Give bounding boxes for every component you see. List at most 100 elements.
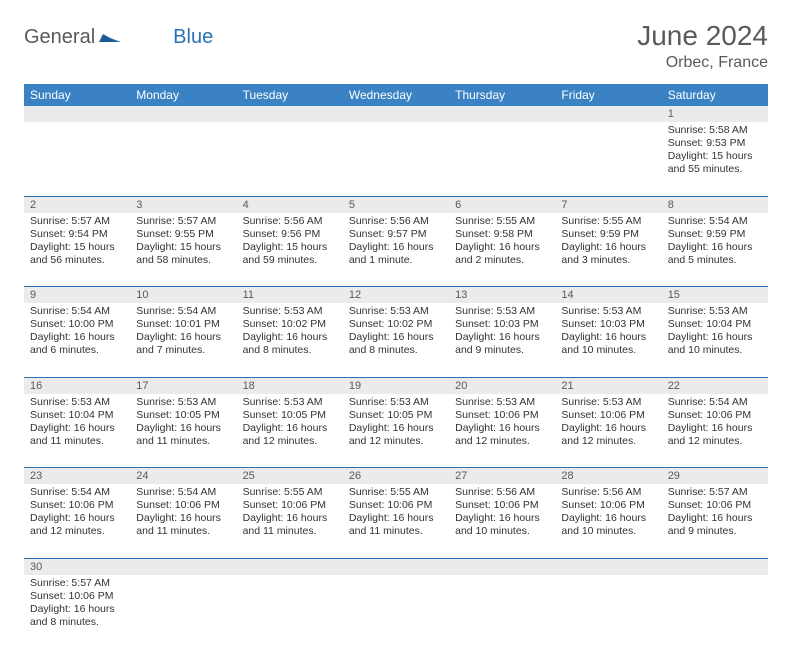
day-cell-body: Sunrise: 5:53 AMSunset: 10:05 PMDaylight…	[237, 394, 343, 453]
day-number: 18	[237, 377, 343, 394]
day-number	[343, 558, 449, 575]
day-number	[449, 558, 555, 575]
day-cell: Sunrise: 5:53 AMSunset: 10:03 PMDaylight…	[555, 303, 661, 377]
sunrise-text: Sunrise: 5:54 AM	[668, 215, 762, 228]
month-title: June 2024	[637, 20, 768, 52]
day-cell-body: Sunrise: 5:55 AMSunset: 10:06 PMDaylight…	[343, 484, 449, 543]
sunset-text: Sunset: 10:05 PM	[243, 409, 337, 422]
day-cell-body: Sunrise: 5:54 AMSunset: 10:01 PMDaylight…	[130, 303, 236, 362]
brand-part2: Blue	[173, 26, 213, 49]
day-cell: Sunrise: 5:54 AMSunset: 10:01 PMDaylight…	[130, 303, 236, 377]
day-cell: Sunrise: 5:53 AMSunset: 10:05 PMDaylight…	[237, 394, 343, 468]
day-header: Sunday	[24, 84, 130, 106]
day-cell-body: Sunrise: 5:56 AMSunset: 10:06 PMDaylight…	[449, 484, 555, 543]
week-row: Sunrise: 5:53 AMSunset: 10:04 PMDaylight…	[24, 394, 768, 468]
daylight-text: Daylight: 16 hours and 12 minutes.	[349, 422, 443, 448]
sunset-text: Sunset: 10:06 PM	[136, 499, 230, 512]
title-block: June 2024 Orbec, France	[637, 20, 768, 72]
daynum-row: 9101112131415	[24, 287, 768, 304]
day-cell	[555, 122, 661, 196]
day-number	[237, 106, 343, 122]
day-cell-body: Sunrise: 5:54 AMSunset: 9:59 PMDaylight:…	[662, 213, 768, 272]
day-cell-body: Sunrise: 5:57 AMSunset: 9:55 PMDaylight:…	[130, 213, 236, 272]
day-number: 12	[343, 287, 449, 304]
daylight-text: Daylight: 16 hours and 8 minutes.	[243, 331, 337, 357]
day-cell-body: Sunrise: 5:53 AMSunset: 10:03 PMDaylight…	[449, 303, 555, 362]
day-cell-body: Sunrise: 5:56 AMSunset: 10:06 PMDaylight…	[555, 484, 661, 543]
day-cell: Sunrise: 5:54 AMSunset: 9:59 PMDaylight:…	[662, 213, 768, 287]
sunrise-text: Sunrise: 5:53 AM	[349, 305, 443, 318]
sunrise-text: Sunrise: 5:56 AM	[455, 486, 549, 499]
day-cell: Sunrise: 5:57 AMSunset: 9:54 PMDaylight:…	[24, 213, 130, 287]
daylight-text: Daylight: 15 hours and 59 minutes.	[243, 241, 337, 267]
sunrise-text: Sunrise: 5:53 AM	[561, 396, 655, 409]
daylight-text: Daylight: 16 hours and 10 minutes.	[668, 331, 762, 357]
day-number: 7	[555, 196, 661, 213]
page-header: General Blue June 2024 Orbec, France	[24, 20, 768, 72]
day-cell-body: Sunrise: 5:53 AMSunset: 10:06 PMDaylight…	[555, 394, 661, 453]
day-number: 14	[555, 287, 661, 304]
day-cell-body: Sunrise: 5:57 AMSunset: 9:54 PMDaylight:…	[24, 213, 130, 272]
day-number	[130, 106, 236, 122]
day-cell: Sunrise: 5:54 AMSunset: 10:06 PMDaylight…	[662, 394, 768, 468]
daynum-row: 1	[24, 106, 768, 122]
day-number: 30	[24, 558, 130, 575]
sunrise-text: Sunrise: 5:57 AM	[30, 577, 124, 590]
day-cell-body: Sunrise: 5:53 AMSunset: 10:02 PMDaylight…	[237, 303, 343, 362]
day-cell	[24, 122, 130, 196]
day-number: 24	[130, 468, 236, 485]
sunset-text: Sunset: 9:55 PM	[136, 228, 230, 241]
day-cell: Sunrise: 5:53 AMSunset: 10:05 PMDaylight…	[343, 394, 449, 468]
day-header: Saturday	[662, 84, 768, 106]
day-cell-body: Sunrise: 5:56 AMSunset: 9:57 PMDaylight:…	[343, 213, 449, 272]
daylight-text: Daylight: 16 hours and 12 minutes.	[668, 422, 762, 448]
week-row: Sunrise: 5:54 AMSunset: 10:00 PMDaylight…	[24, 303, 768, 377]
daylight-text: Daylight: 16 hours and 3 minutes.	[561, 241, 655, 267]
week-row: Sunrise: 5:58 AMSunset: 9:53 PMDaylight:…	[24, 122, 768, 196]
sunset-text: Sunset: 10:06 PM	[561, 499, 655, 512]
daylight-text: Daylight: 16 hours and 11 minutes.	[30, 422, 124, 448]
calendar-table: SundayMondayTuesdayWednesdayThursdayFrid…	[24, 84, 768, 649]
day-number: 29	[662, 468, 768, 485]
day-number	[24, 106, 130, 122]
day-cell-body: Sunrise: 5:54 AMSunset: 10:00 PMDaylight…	[24, 303, 130, 362]
daylight-text: Daylight: 16 hours and 12 minutes.	[561, 422, 655, 448]
day-cell: Sunrise: 5:54 AMSunset: 10:06 PMDaylight…	[24, 484, 130, 558]
sunset-text: Sunset: 9:56 PM	[243, 228, 337, 241]
daylight-text: Daylight: 16 hours and 11 minutes.	[136, 512, 230, 538]
day-number	[343, 106, 449, 122]
daylight-text: Daylight: 15 hours and 58 minutes.	[136, 241, 230, 267]
day-cell	[449, 122, 555, 196]
sunset-text: Sunset: 10:06 PM	[243, 499, 337, 512]
day-number	[555, 106, 661, 122]
day-cell: Sunrise: 5:56 AMSunset: 10:06 PMDaylight…	[449, 484, 555, 558]
daynum-row: 2345678	[24, 196, 768, 213]
day-number: 20	[449, 377, 555, 394]
day-cell-body: Sunrise: 5:55 AMSunset: 9:58 PMDaylight:…	[449, 213, 555, 272]
daylight-text: Daylight: 15 hours and 55 minutes.	[668, 150, 762, 176]
day-cell: Sunrise: 5:53 AMSunset: 10:05 PMDaylight…	[130, 394, 236, 468]
sunrise-text: Sunrise: 5:54 AM	[668, 396, 762, 409]
sunrise-text: Sunrise: 5:55 AM	[243, 486, 337, 499]
daylight-text: Daylight: 16 hours and 2 minutes.	[455, 241, 549, 267]
daylight-text: Daylight: 16 hours and 12 minutes.	[243, 422, 337, 448]
daylight-text: Daylight: 16 hours and 11 minutes.	[136, 422, 230, 448]
day-number: 23	[24, 468, 130, 485]
day-number: 16	[24, 377, 130, 394]
day-number: 10	[130, 287, 236, 304]
day-cell: Sunrise: 5:57 AMSunset: 10:06 PMDaylight…	[662, 484, 768, 558]
sunrise-text: Sunrise: 5:56 AM	[349, 215, 443, 228]
day-cell-body: Sunrise: 5:58 AMSunset: 9:53 PMDaylight:…	[662, 122, 768, 181]
sunrise-text: Sunrise: 5:53 AM	[455, 305, 549, 318]
brand-part1: General	[24, 26, 95, 49]
day-number: 5	[343, 196, 449, 213]
sunrise-text: Sunrise: 5:57 AM	[30, 215, 124, 228]
sunrise-text: Sunrise: 5:57 AM	[136, 215, 230, 228]
day-cell: Sunrise: 5:58 AMSunset: 9:53 PMDaylight:…	[662, 122, 768, 196]
sunset-text: Sunset: 9:57 PM	[349, 228, 443, 241]
sunset-text: Sunset: 10:00 PM	[30, 318, 124, 331]
sunrise-text: Sunrise: 5:53 AM	[561, 305, 655, 318]
day-cell: Sunrise: 5:53 AMSunset: 10:03 PMDaylight…	[449, 303, 555, 377]
sunrise-text: Sunrise: 5:53 AM	[136, 396, 230, 409]
daynum-row: 16171819202122	[24, 377, 768, 394]
